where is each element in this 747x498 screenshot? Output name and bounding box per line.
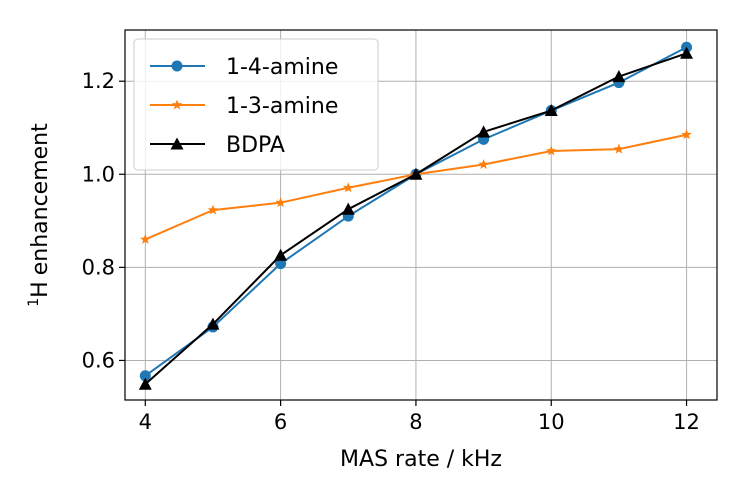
data-point-1-4-amine: [139, 370, 151, 382]
y-axis-label-nucleus: H: [28, 281, 53, 298]
legend-item-1-4-amine: 1-4-amine: [150, 55, 338, 80]
legend-item-bdpa: BDPA: [150, 133, 285, 158]
x-tick-label: 10: [538, 410, 565, 434]
ticks: 4 6 8 10 12 0.6 0.8 1.0 1.2: [82, 69, 700, 434]
legend-box: [133, 38, 379, 171]
data-point-bdpa: [341, 202, 355, 215]
series-bdpa: [138, 46, 694, 390]
legend-marker-1-3-amine: [171, 99, 183, 110]
plot-frame: [124, 29, 718, 401]
data-point-bdpa: [409, 167, 423, 180]
legend-marker-1-4-amine: [171, 60, 183, 72]
legend-marker-bdpa: [170, 137, 184, 150]
y-tick-label: 0.8: [82, 255, 115, 279]
y-tick-label: 1.0: [82, 162, 115, 186]
legend-label: 1-4-amine: [226, 55, 338, 80]
data-point-1-3-amine: [681, 129, 692, 140]
x-axis-label: MAS rate / kHz: [340, 447, 502, 472]
legend-label: 1-3-amine: [226, 94, 338, 119]
data-point-1-3-amine: [140, 233, 151, 244]
data-point-1-3-amine: [546, 145, 557, 156]
y-axis-label: 1Henhancement: [26, 123, 53, 307]
y-tick-label: 0.6: [82, 348, 115, 372]
legend-label: BDPA: [226, 133, 285, 158]
data-point-1-3-amine: [207, 204, 219, 215]
data-point-bdpa: [477, 125, 491, 138]
y-tick-label: 1.2: [82, 69, 115, 93]
data-point-1-3-amine: [613, 143, 625, 154]
series-layer: [138, 41, 694, 390]
data-point-1-4-amine: [275, 258, 287, 270]
data-point-bdpa: [612, 70, 626, 83]
y-axis-label-superscript: 1: [26, 298, 42, 307]
x-tick-label: 8: [409, 410, 422, 434]
data-point-bdpa: [544, 104, 558, 117]
x-tick-label: 12: [673, 410, 700, 434]
data-point-1-3-amine: [478, 159, 489, 169]
legend-item-1-3-amine: 1-3-amine: [150, 94, 338, 119]
data-point-bdpa: [206, 317, 220, 330]
data-point-1-3-amine: [275, 197, 286, 208]
data-point-bdpa: [680, 46, 694, 59]
x-tick-label: 6: [274, 410, 287, 434]
legend: 1-4-amine 1-3-amine BDPA: [133, 38, 379, 171]
y-axis-label-text: enhancement: [28, 123, 53, 275]
data-point-1-3-amine: [343, 182, 354, 193]
data-point-bdpa: [138, 377, 152, 390]
data-point-bdpa: [274, 248, 288, 261]
x-tick-label: 4: [139, 410, 152, 434]
